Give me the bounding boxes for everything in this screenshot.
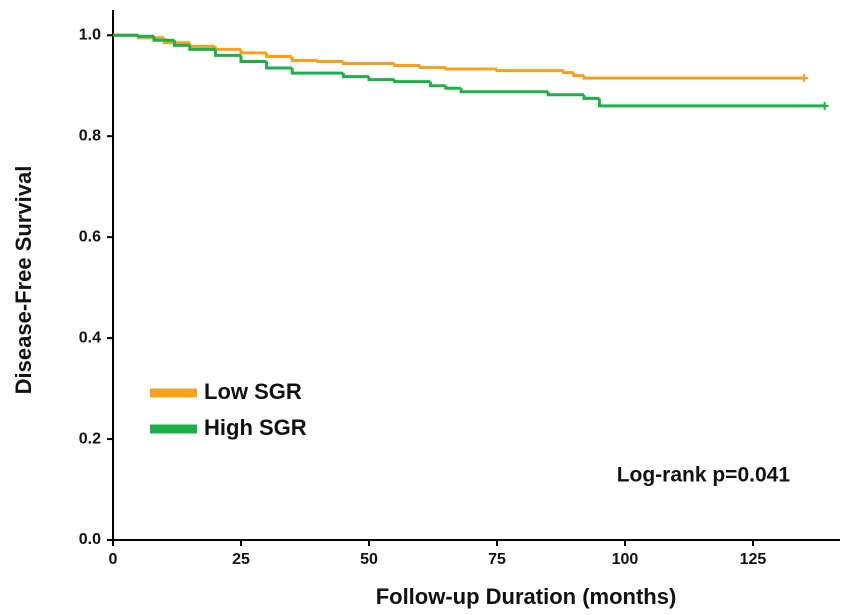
survival-step [367,76,395,82]
survival-step [393,79,431,84]
x-tick-label: 100 [612,551,639,568]
x-tick-label: 0 [109,551,118,568]
survival-step [290,68,344,75]
annotation: Log-rank p=0.041 [617,464,791,487]
survival-step [495,69,564,73]
survival-step [582,94,600,100]
survival-step [290,56,318,62]
survival-step [546,91,585,97]
survival-step [428,81,446,88]
legend-label: Low SGR [204,379,302,404]
censor-mark [820,101,829,110]
survival-step [597,98,825,108]
y-tick-label: 0.6 [79,228,101,245]
legend-label: High SGR [204,415,307,440]
survival-step [265,61,293,70]
x-tick-label: 25 [232,551,250,568]
survival-step [444,85,462,90]
survival-step [572,72,585,78]
survival-step [213,46,241,51]
y-tick-label: 0.2 [79,430,101,447]
survival-step [444,67,497,71]
x-axis-title: Follow-up Duration (months) [376,584,677,609]
x-tick-label: 75 [488,551,506,568]
survival-step [265,52,293,58]
survival-step [188,45,216,51]
x-tick-label: 125 [740,551,767,568]
survival-step [172,40,190,47]
survival-step [137,34,154,38]
censor-mark [800,74,809,83]
y-axis-title: Disease-Free Survival [11,166,36,395]
survival-step [213,49,241,57]
survival-step [341,73,369,79]
y-tick-label: 1.0 [79,26,101,43]
y-tick-label: 0.8 [79,127,101,144]
survival-step [393,63,421,68]
survival-step [459,88,497,94]
y-tick-label: 0.0 [79,531,101,548]
survival-step [582,75,805,80]
survival-step [239,49,267,55]
survival-step [188,42,216,48]
survival-step [316,59,344,63]
y-tick-label: 0.4 [79,329,101,346]
survival-step [418,65,446,70]
survival-step [152,36,175,42]
survival-step [239,55,267,63]
survival-step [562,70,574,75]
survival-step [341,61,395,66]
x-tick-label: 50 [360,551,378,568]
